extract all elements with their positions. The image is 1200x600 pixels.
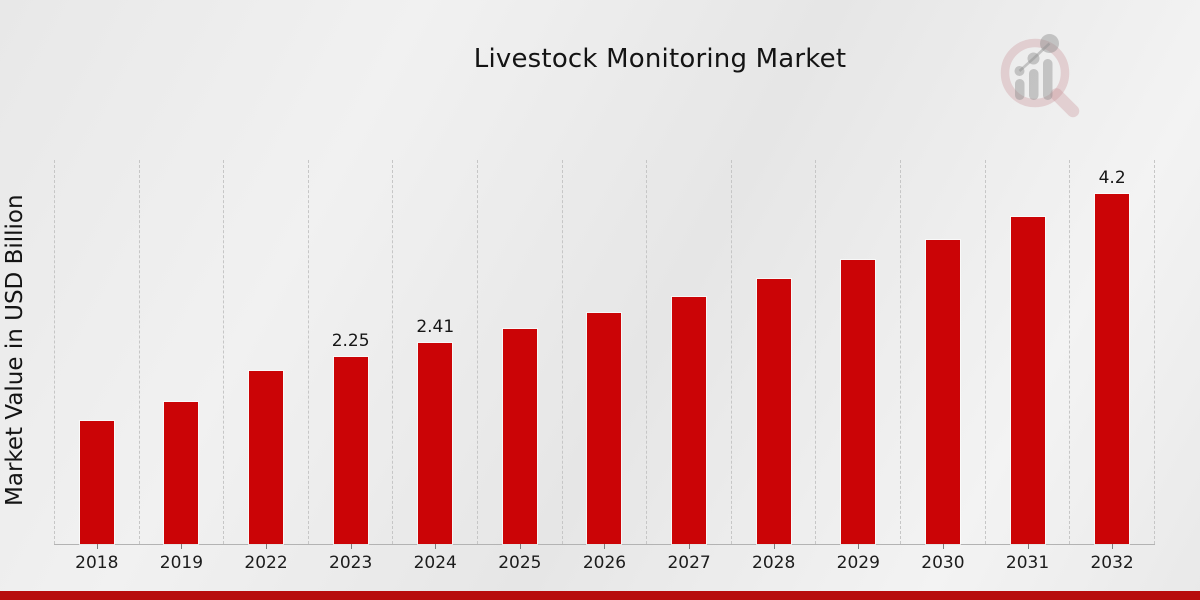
bar-2025: [502, 329, 537, 544]
bar-group-2018: 2018: [54, 160, 139, 573]
bar-2023: [333, 356, 368, 544]
bar-group-2024: 2.41 2024: [392, 160, 477, 573]
bar-2027: [672, 296, 707, 544]
x-axis-label-2019: 2019: [159, 553, 204, 573]
x-axis-tick: [942, 544, 944, 549]
x-axis-tick: [773, 544, 775, 549]
bar-2018: [79, 420, 114, 544]
x-axis-tick: [604, 544, 606, 549]
x-axis-label-2032: 2032: [1090, 553, 1134, 573]
x-axis-tick: [435, 544, 437, 549]
bar-value-label-2024: 2.41: [416, 317, 455, 338]
bottom-accent-bar: [0, 591, 1200, 600]
x-axis-tick: [350, 544, 352, 549]
bar-group-2025: 2025: [477, 160, 562, 573]
x-axis-tick: [858, 544, 860, 549]
x-axis-label-2024: 2024: [413, 553, 457, 573]
bar-group-2019: 2019: [138, 160, 224, 573]
x-axis-label-2026: 2026: [582, 553, 627, 573]
bar-2028: [756, 279, 791, 544]
bar-2029: [841, 259, 876, 544]
bar-group-2023: 2.25 2023: [307, 160, 393, 573]
magnifier-bar-chart-watermark-icon: [1000, 34, 1080, 118]
bar-group-2028: 2028: [730, 160, 816, 573]
bar-group-2027: 2027: [646, 160, 731, 573]
x-axis-label-2027: 2027: [667, 553, 711, 573]
x-axis-tick: [181, 544, 183, 549]
bar-group-2032: 4.2 2032: [1069, 160, 1155, 573]
x-axis-label-2018: 2018: [75, 553, 119, 573]
x-axis-tick: [689, 544, 691, 549]
plot-area: 2018 2019 2022 2.25 2023 2.41 2024 2025 2026 2027…: [54, 160, 1155, 573]
x-axis-tick: [1027, 544, 1029, 549]
x-axis-tick: [519, 544, 521, 549]
y-axis-title: Market Value in USD Billion: [2, 194, 28, 506]
x-axis-tick: [266, 544, 268, 549]
bar-group-2030: 2030: [900, 160, 985, 573]
x-axis-label-2029: 2029: [836, 553, 880, 573]
x-axis-label-2022: 2022: [244, 553, 288, 573]
bar-2026: [587, 313, 622, 544]
bar-2024: [418, 343, 453, 544]
x-axis-label-2025: 2025: [498, 553, 542, 573]
chart-title: Livestock Monitoring Market: [473, 44, 847, 74]
x-axis-label-2023: 2023: [329, 553, 373, 573]
x-axis-label-2030: 2030: [921, 553, 965, 573]
bar-2019: [164, 402, 199, 544]
x-axis-label-2031: 2031: [1005, 553, 1050, 573]
bar-group-2022: 2022: [223, 160, 308, 573]
x-axis-tick: [96, 544, 98, 549]
x-axis-label-2028: 2028: [752, 553, 796, 573]
bar-2022: [249, 370, 284, 544]
bar-2031: [1010, 217, 1045, 544]
bar-group-2031: 2031: [984, 160, 1070, 573]
bar-value-label-2032: 4.2: [1098, 168, 1126, 189]
bar-2030: [925, 239, 960, 544]
bar-value-label-2023: 2.25: [331, 330, 370, 351]
bar-group-2029: 2029: [815, 160, 900, 573]
x-axis-tick: [1112, 544, 1114, 549]
bar-group-2026: 2026: [561, 160, 647, 573]
bar-2032: [1095, 194, 1130, 544]
